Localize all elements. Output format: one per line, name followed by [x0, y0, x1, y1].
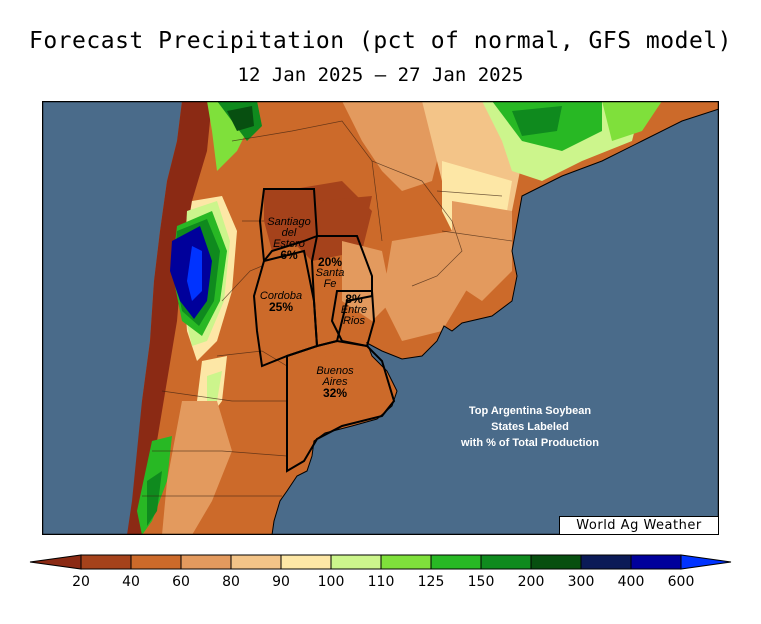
- state-label-buenos-aires: Buenos Aires 32%: [310, 365, 360, 400]
- state-label-cordoba: Cordoba 25%: [256, 290, 306, 314]
- legend-swatch: [580, 554, 632, 570]
- state-name-line: Rios: [342, 315, 365, 327]
- state-label-santa-fe: 20% Santa Fe: [310, 255, 350, 290]
- legend-swatch: [330, 554, 382, 570]
- state-label-santiago-del-estero: Santiago del Estero 6%: [264, 216, 314, 262]
- legend-swatch: [530, 554, 582, 570]
- state-share-value: 8%: [345, 292, 363, 306]
- state-outline-santiago-del-estero: [258, 188, 319, 264]
- state-name-line: Buenos: [316, 365, 354, 377]
- legend-tick-label: 80: [222, 574, 240, 590]
- state-share-value: 25%: [268, 300, 294, 314]
- legend-tick-label: 40: [122, 574, 140, 590]
- state-outline-buenos-aires: [286, 339, 396, 473]
- legend-swatch: [630, 554, 682, 570]
- legend-tick-label: 200: [518, 574, 545, 590]
- state-name-line: Estero: [273, 238, 305, 250]
- legend-swatch: [280, 554, 332, 570]
- state-name-line: Entre: [340, 304, 368, 316]
- province-boundaries: [142, 120, 513, 497]
- legend-arrow-high: [680, 554, 732, 570]
- legend-tick-label: 60: [172, 574, 190, 590]
- legend-tick-label: 600: [668, 574, 695, 590]
- legend-swatch: [380, 554, 432, 570]
- map-note: Top Argentina Soybean States Labeled wit…: [440, 403, 620, 451]
- state-share-value: 20%: [317, 255, 343, 269]
- legend-swatch: [130, 554, 182, 570]
- state-outline-santa-fe: [310, 235, 373, 348]
- state-name-line: del: [281, 227, 297, 239]
- state-name-line: Cordoba: [259, 290, 303, 302]
- state-name-line: Fe: [323, 278, 337, 290]
- credit-label: World Ag Weather: [559, 516, 718, 534]
- legend-tick-label: 125: [418, 574, 445, 590]
- legend-tick-label: 400: [618, 574, 645, 590]
- legend-swatch: [80, 554, 132, 570]
- state-name-line: Santa: [315, 267, 345, 279]
- date-range: 12 Jan 2025 – 27 Jan 2025: [237, 64, 524, 86]
- legend-tick-label: 90: [272, 574, 290, 590]
- legend-swatch: [480, 554, 532, 570]
- legend-arrow-low: [29, 554, 82, 570]
- color-legend: 20 40 60 80 90 100 110 125 150 200 300 400 600: [28, 552, 734, 598]
- precipitation-map: Santiago del Estero 6% 20% Santa Fe Cord…: [41, 100, 720, 536]
- state-name-line: Santiago: [267, 216, 311, 228]
- note-line: with % of Total Production: [461, 437, 599, 449]
- note-line: States Labeled: [491, 421, 569, 433]
- legend-tick-label: 300: [568, 574, 595, 590]
- map-title: Forecast Precipitation (pct of normal, G…: [28, 28, 732, 54]
- legend-colorbar: 20 40 60 80 90 100 110 125 150 200 300 400 600: [29, 554, 732, 590]
- map-canvas: [41, 100, 720, 536]
- legend-swatch: [180, 554, 232, 570]
- legend-tick-label: 150: [468, 574, 495, 590]
- top-soybean-states: [252, 188, 396, 473]
- state-label-entre-rios: 8% Entre Rios: [334, 292, 374, 327]
- legend-tick-label: 20: [72, 574, 90, 590]
- state-name-line: Aires: [322, 376, 348, 388]
- state-share-value: 6%: [280, 248, 298, 262]
- map-frame: [41, 100, 720, 536]
- note-line: Top Argentina Soybean: [468, 405, 592, 417]
- state-share-value: 32%: [322, 386, 348, 400]
- legend-swatch: [230, 554, 282, 570]
- legend-swatch: [430, 554, 482, 570]
- legend-tick-label: 100: [318, 574, 345, 590]
- legend-tick-label: 110: [368, 574, 395, 590]
